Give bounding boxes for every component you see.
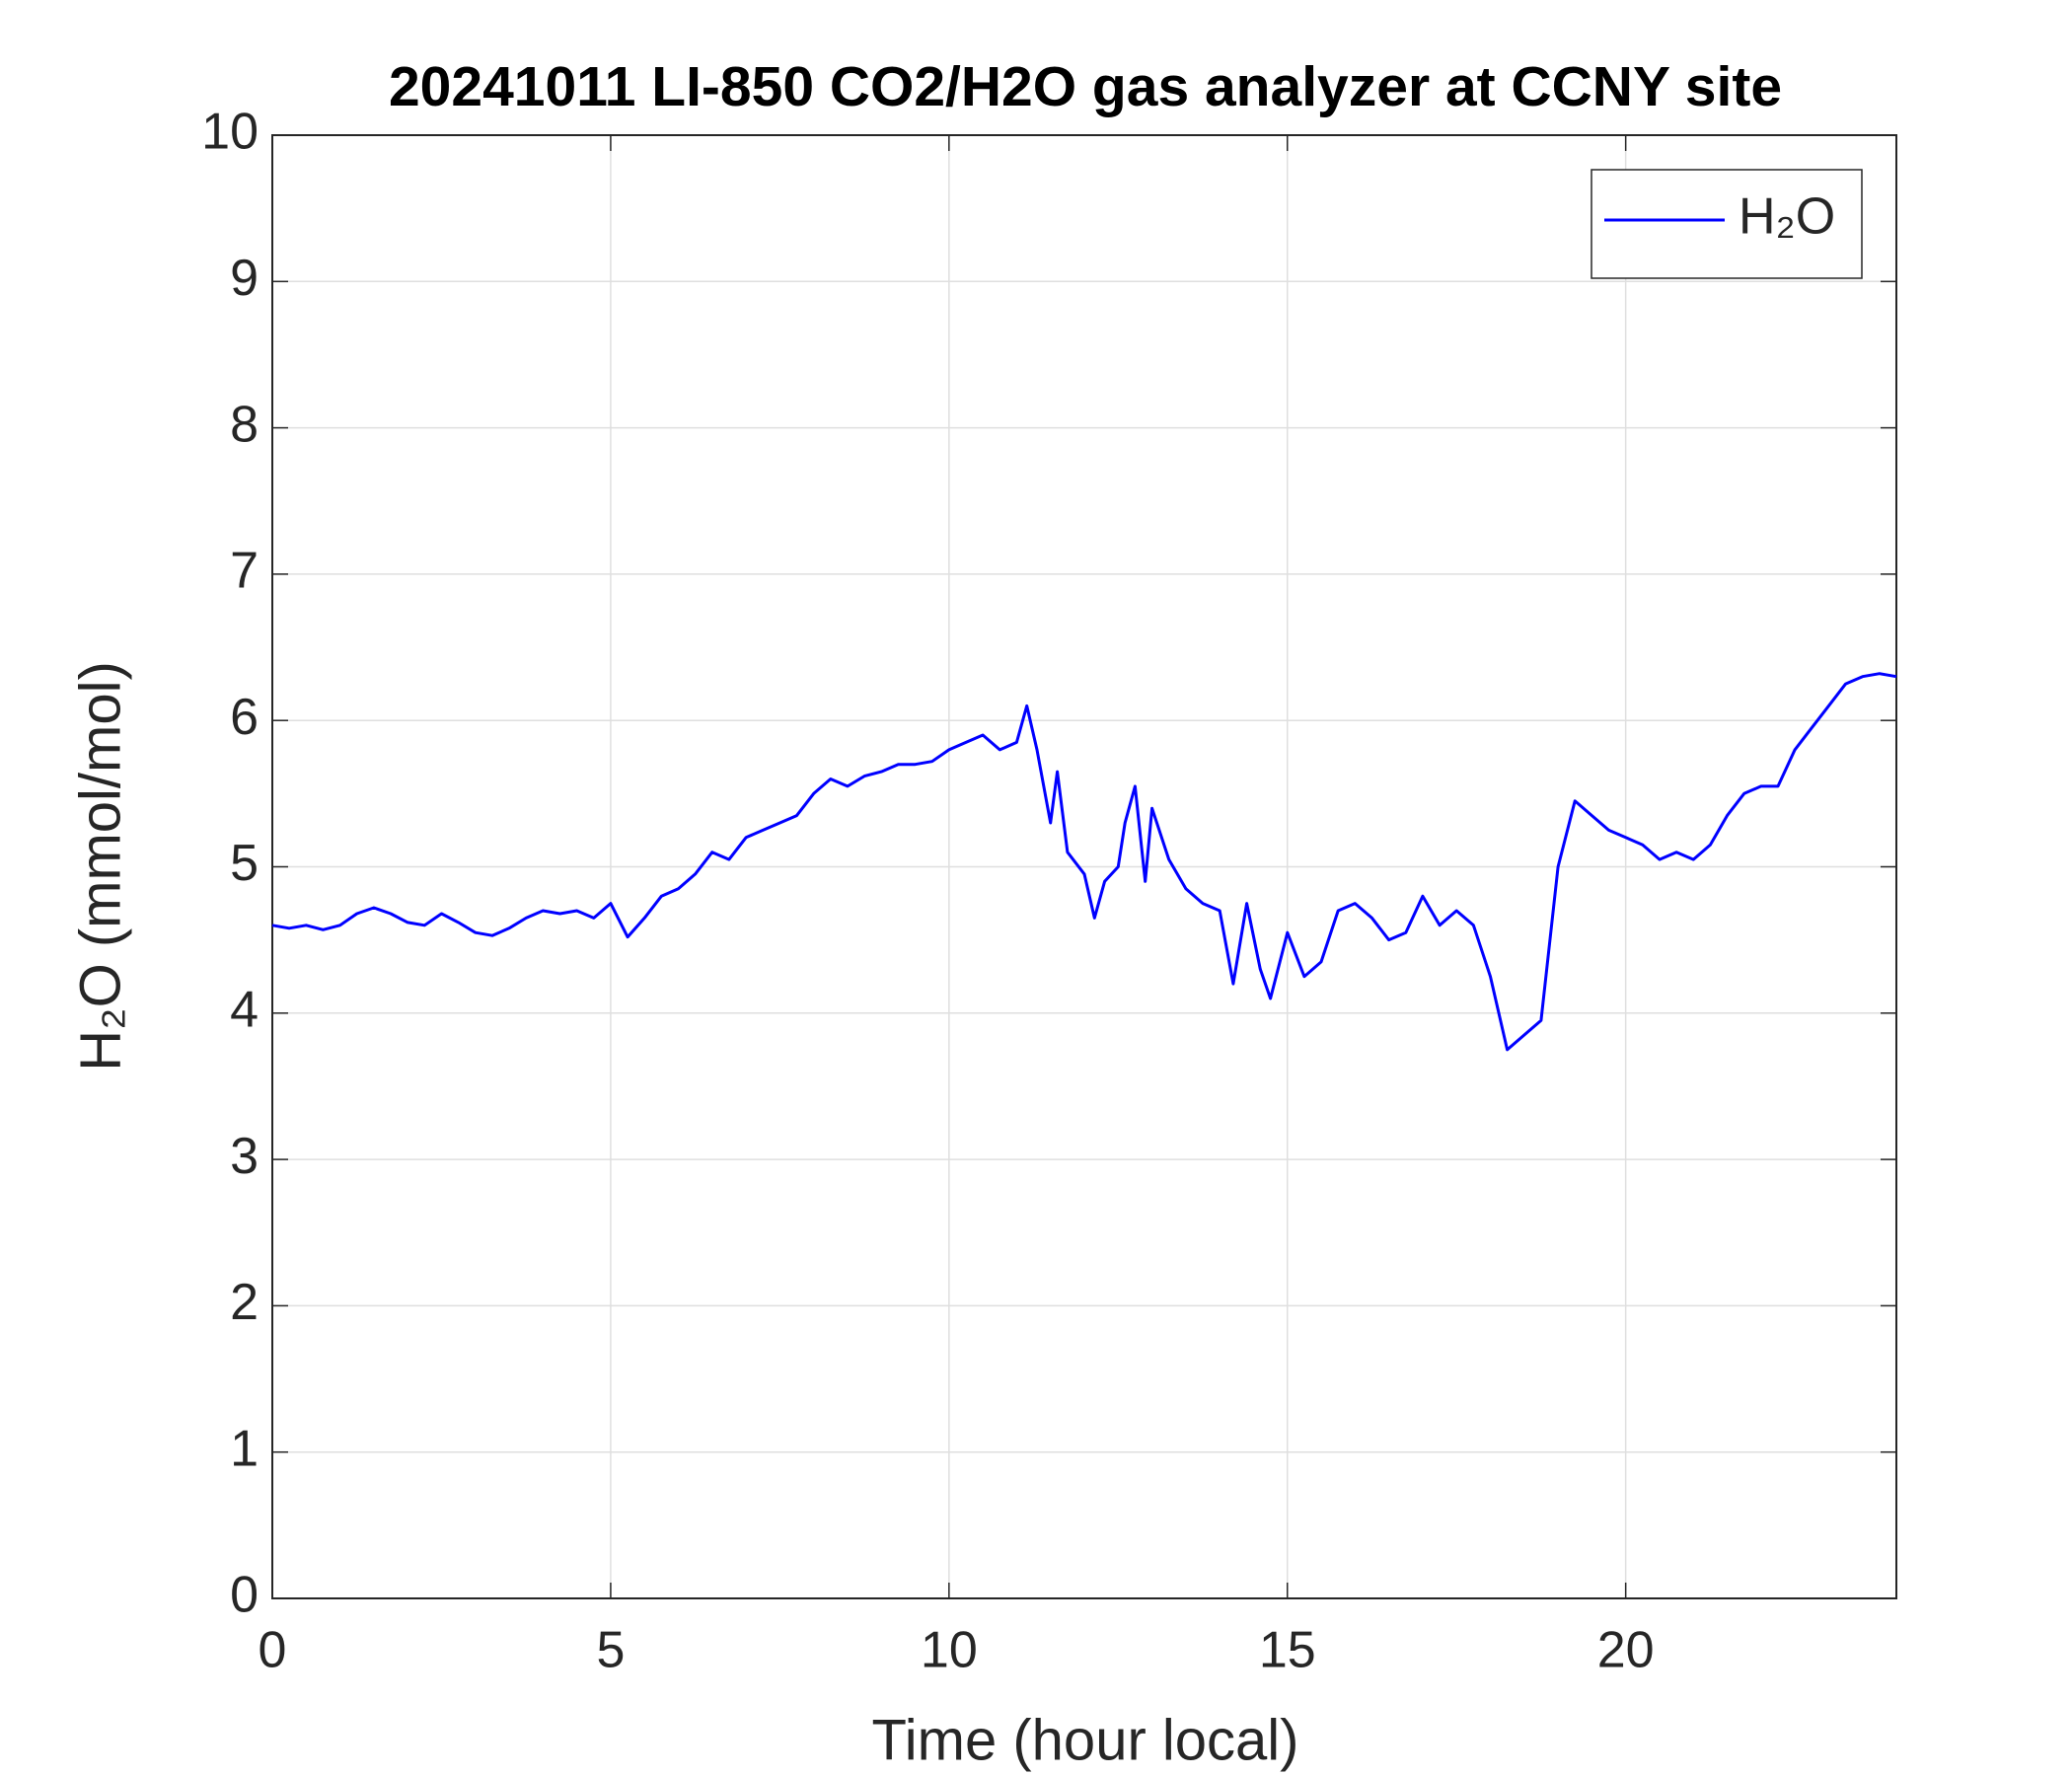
x-tick-label: 0 <box>259 1622 287 1679</box>
x-axis-label: Time (hour local) <box>872 1708 1299 1772</box>
y-tick-label: 4 <box>230 982 259 1039</box>
y-tick-label: 1 <box>230 1420 259 1477</box>
y-tick-label: 10 <box>201 104 259 161</box>
y-tick-label: 6 <box>230 689 259 746</box>
x-tick-label: 10 <box>921 1622 978 1679</box>
legend-label: H₂O <box>1739 188 1835 246</box>
x-tick-label: 20 <box>1597 1622 1655 1679</box>
y-tick-label: 0 <box>230 1567 259 1624</box>
x-tick-label: 5 <box>596 1622 625 1679</box>
x-tick-label: 15 <box>1259 1622 1316 1679</box>
y-tick-label: 7 <box>230 543 259 600</box>
y-tick-label: 3 <box>230 1128 259 1185</box>
axes-box <box>271 134 1897 1599</box>
y-axis-label: H₂O (mmol/mol) <box>68 661 132 1072</box>
y-tick-label: 5 <box>230 835 259 892</box>
legend-box <box>1591 169 1863 279</box>
y-tick-label: 8 <box>230 396 259 453</box>
y-tick-label: 9 <box>230 250 259 307</box>
y-tick-label: 2 <box>230 1274 259 1331</box>
data-line <box>271 672 1897 1052</box>
chart-title: 20241011 LI-850 CO2/H2O gas analyzer at … <box>389 55 1782 118</box>
